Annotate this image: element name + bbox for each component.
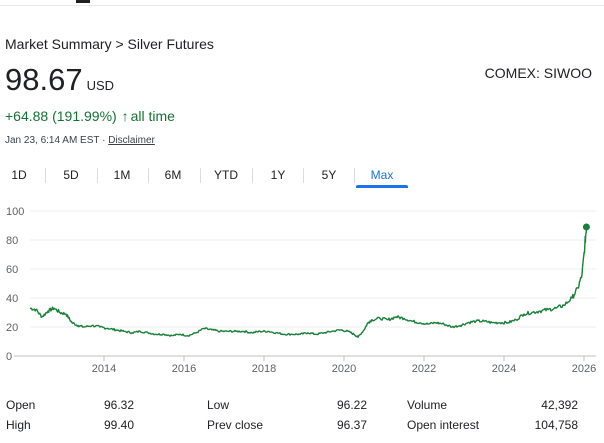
- stat-label-open: Open: [6, 398, 36, 412]
- top-tab-indicator: [76, 0, 90, 3]
- x-tick-label: 2020: [332, 363, 356, 375]
- stat-label-high: High: [6, 418, 31, 432]
- y-tick-label: 20: [6, 322, 18, 334]
- x-tick-label: 2022: [412, 363, 436, 375]
- tab-separator: [45, 168, 46, 183]
- x-tick-label: 2016: [172, 363, 196, 375]
- breadcrumb-separator: >: [111, 36, 128, 52]
- y-tick-label: 0: [6, 351, 12, 363]
- tab-5y[interactable]: 5Y: [321, 168, 337, 182]
- stat-label-low: Low: [207, 398, 230, 412]
- price-chart[interactable]: 0 20 40 60 80 100 2014 2016 2018 2020 2022 2024 2026: [0, 198, 604, 378]
- last-price-marker: [582, 223, 590, 231]
- page-title: Silver Futures: [127, 36, 214, 52]
- stat-value-open: 96.32: [103, 398, 134, 412]
- tab-separator: [148, 168, 149, 183]
- tab-1m[interactable]: 1M: [113, 168, 131, 182]
- range-tabs: 1D 5D 1M 6M YTD 1Y 5Y Max: [0, 163, 420, 189]
- tab-ytd[interactable]: YTD: [214, 168, 238, 182]
- x-tick-label: 2014: [92, 363, 116, 375]
- active-tab-indicator: [356, 185, 408, 188]
- stat-value-volume: 42,392: [541, 398, 578, 412]
- price-currency: USD: [86, 78, 115, 93]
- stat-label-volume: Volume: [407, 398, 448, 412]
- y-tick-label: 40: [6, 293, 18, 305]
- arrow-up-icon: ↑: [121, 108, 129, 124]
- stat-value-prev-close: 96.37: [336, 418, 367, 432]
- y-tick-label: 60: [6, 264, 18, 276]
- tab-1d[interactable]: 1D: [11, 168, 27, 182]
- tab-separator: [354, 168, 355, 183]
- tab-5d[interactable]: 5D: [63, 168, 79, 182]
- tab-6m[interactable]: 6M: [164, 168, 182, 182]
- y-tick-label: 80: [6, 235, 18, 247]
- x-tick-label: 2026: [572, 363, 596, 375]
- breadcrumb-market-summary-link[interactable]: Market Summary: [5, 36, 112, 52]
- timestamp: Jan 23, 6:14 AM EST: [5, 135, 100, 146]
- tab-1y[interactable]: 1Y: [270, 168, 286, 182]
- top-divider: [0, 5, 604, 6]
- stats-grid: Open 96.32 Low 96.22 Volume 42,392 High …: [0, 388, 604, 443]
- price-row: 98.67 USD: [5, 62, 114, 98]
- tab-max[interactable]: Max: [370, 168, 394, 182]
- breadcrumb: Market Summary > Silver Futures: [5, 36, 214, 52]
- change-amount: +64.88 (191.99%): [5, 108, 117, 124]
- price-change: +64.88 (191.99%) ↑ all time: [5, 108, 175, 124]
- separator-dot: ·: [99, 135, 109, 146]
- tab-separator: [252, 168, 253, 183]
- tab-separator: [200, 168, 201, 183]
- y-tick-label: 100: [6, 206, 24, 218]
- price-series-line: [29, 226, 588, 338]
- disclaimer-link[interactable]: Disclaimer: [108, 135, 155, 146]
- timestamp-row: Jan 23, 6:14 AM EST · Disclaimer: [5, 135, 155, 146]
- x-tick-label: 2024: [492, 363, 516, 375]
- tab-separator: [303, 168, 304, 183]
- price-value: 98.67: [5, 62, 83, 97]
- tab-separator: [97, 168, 98, 183]
- stat-label-prev-close: Prev close: [207, 418, 264, 432]
- stat-label-open-interest: Open interest: [407, 418, 480, 432]
- ticker-symbol: COMEX: SIWOO: [484, 65, 592, 81]
- stat-value-low: 96.22: [336, 398, 367, 412]
- x-tick-label: 2018: [252, 363, 276, 375]
- stat-value-high: 99.40: [103, 418, 134, 432]
- change-period: all time: [130, 108, 175, 124]
- stat-value-open-interest: 104,758: [534, 418, 578, 432]
